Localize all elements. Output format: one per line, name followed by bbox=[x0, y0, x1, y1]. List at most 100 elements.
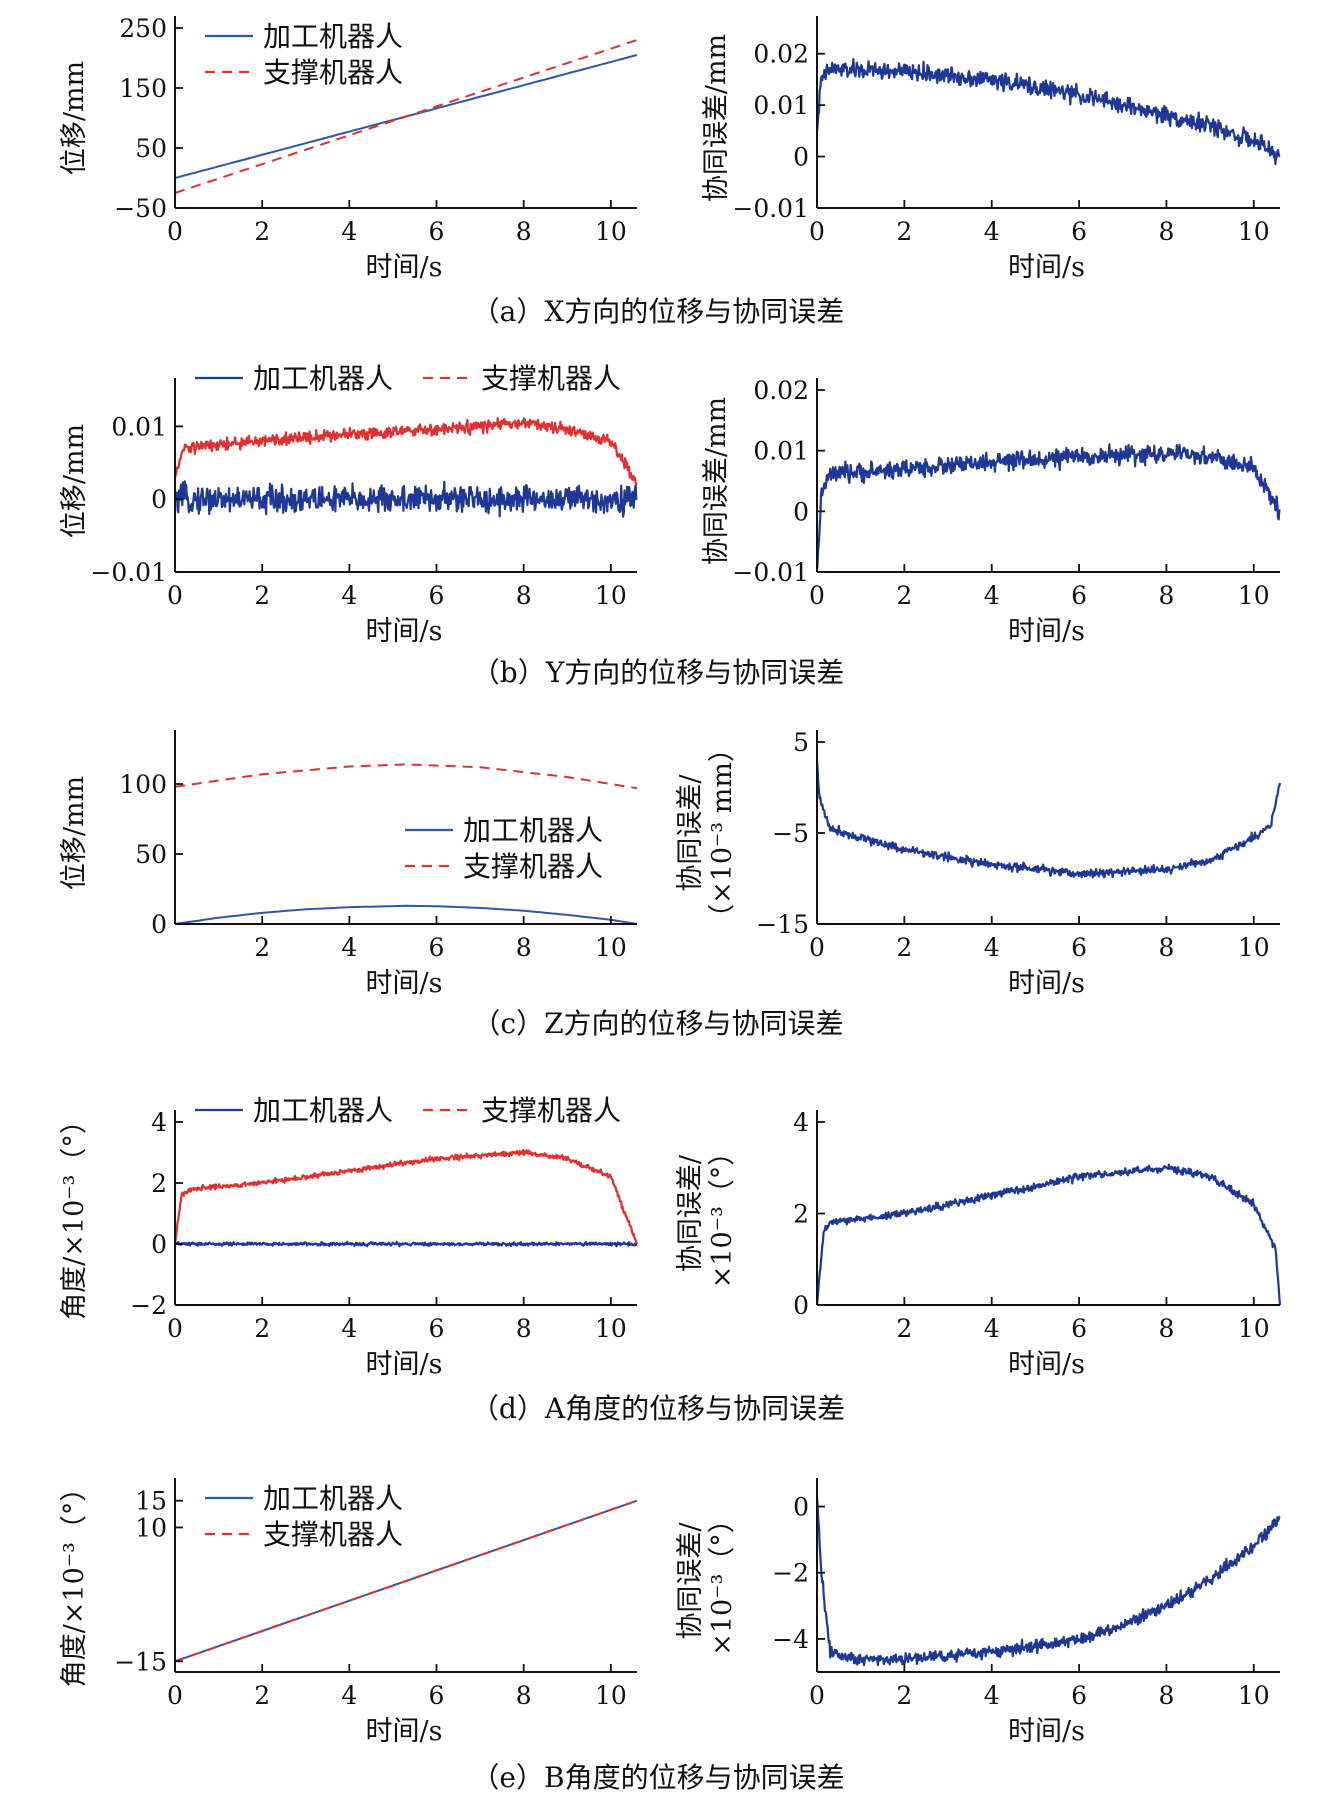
x-axis-label: 时间/s bbox=[1008, 1349, 1085, 1380]
x-tick-label: 6 bbox=[429, 933, 445, 962]
x-tick-label: 10 bbox=[595, 1314, 627, 1343]
x-tick-label: 6 bbox=[429, 1681, 445, 1710]
x-tick-label: 4 bbox=[984, 1314, 1000, 1343]
x-tick-label: 0 bbox=[167, 1681, 183, 1710]
y-axis-label: 位移/mm bbox=[59, 776, 90, 890]
y-tick-label: 5 bbox=[793, 728, 809, 757]
x-tick-label: 10 bbox=[595, 217, 627, 246]
x-tick-label: 4 bbox=[984, 933, 1000, 962]
x-tick-label: 6 bbox=[1071, 217, 1087, 246]
y-tick-label: 0.02 bbox=[753, 376, 809, 405]
legend-label: 加工机器人 bbox=[263, 20, 403, 53]
x-tick-label: 2 bbox=[896, 1681, 912, 1710]
y-tick-label: 0 bbox=[151, 1230, 167, 1259]
x-tick-label: 0 bbox=[167, 217, 183, 246]
x-axis-label: 时间/s bbox=[1008, 252, 1085, 283]
y-tick-label: −2 bbox=[772, 1559, 809, 1588]
x-tick-label: 4 bbox=[341, 1681, 357, 1710]
y-tick-label: 50 bbox=[135, 840, 167, 869]
series-a-left-1 bbox=[175, 39, 638, 194]
legend-label: 支撑机器人 bbox=[263, 1518, 403, 1551]
series-a-right-0 bbox=[817, 57, 1281, 166]
x-tick-label: 4 bbox=[984, 1681, 1000, 1710]
x-tick-label: 8 bbox=[516, 1681, 532, 1710]
y-tick-label: 150 bbox=[119, 74, 167, 103]
x-axis-label: 时间/s bbox=[366, 968, 443, 999]
series-e-right-0 bbox=[817, 1496, 1281, 1667]
y-axis-label: 位移/mm bbox=[59, 61, 90, 175]
x-tick-label: 10 bbox=[1238, 933, 1270, 962]
legend-label: 支撑机器人 bbox=[481, 362, 621, 395]
y-axis-label: 协同误差/ bbox=[675, 1154, 706, 1272]
x-axis-label: 时间/s bbox=[366, 1716, 443, 1747]
y-tick-label: 0.01 bbox=[111, 412, 167, 441]
x-tick-label: 6 bbox=[429, 581, 445, 610]
y-tick-label: −5 bbox=[772, 819, 809, 848]
x-tick-label: 2 bbox=[254, 581, 270, 610]
x-tick-label: 2 bbox=[254, 933, 270, 962]
y-tick-label: 0 bbox=[793, 497, 809, 526]
x-tick-label: 6 bbox=[1071, 1314, 1087, 1343]
x-axis-label: 时间/s bbox=[1008, 1716, 1085, 1747]
y-axis-label: ×10⁻³（°） bbox=[707, 1506, 738, 1656]
x-tick-label: 0 bbox=[809, 581, 825, 610]
x-tick-label: 10 bbox=[595, 581, 627, 610]
y-tick-label: −4 bbox=[772, 1625, 809, 1654]
x-tick-label: 10 bbox=[595, 1681, 627, 1710]
y-axis-label: 协同误差/ bbox=[675, 774, 706, 892]
y-tick-label: −15 bbox=[114, 1647, 167, 1676]
series-c-left-1 bbox=[175, 763, 638, 790]
x-tick-label: 4 bbox=[341, 1314, 357, 1343]
x-tick-label: 10 bbox=[1238, 1314, 1270, 1343]
caption-e: （e）B角度的位移与协同误差 bbox=[471, 1761, 844, 1794]
y-tick-label: 0.01 bbox=[753, 91, 809, 120]
legend-label: 加工机器人 bbox=[463, 814, 603, 847]
x-tick-label: 2 bbox=[254, 1681, 270, 1710]
x-tick-label: 0 bbox=[167, 1314, 183, 1343]
y-axis-label: 协同误差/mm bbox=[701, 397, 732, 565]
legend-label: 加工机器人 bbox=[253, 1094, 393, 1127]
x-tick-label: 4 bbox=[341, 217, 357, 246]
series-c-left-0 bbox=[175, 904, 638, 925]
x-tick-label: 4 bbox=[341, 933, 357, 962]
chart-c-right: 0 2 4 6 8 10 −15 −5 5 时间/s 协同误差/（×10⁻³ mm） bbox=[675, 728, 1282, 999]
y-tick-label: 250 bbox=[119, 14, 167, 43]
chart-d-right: 2 4 6 8 10 0 2 4 时间/s 协同误差/×10⁻³（°） bbox=[675, 1108, 1282, 1380]
x-tick-label: 10 bbox=[1238, 1681, 1270, 1710]
x-tick-label: 6 bbox=[1071, 933, 1087, 962]
y-axis-label: 协同误差/mm bbox=[701, 34, 732, 202]
series-d-left-0 bbox=[175, 1240, 638, 1248]
y-axis-label: 角度/×10⁻³（°） bbox=[59, 1107, 90, 1320]
series-b-left-0 bbox=[175, 480, 638, 518]
x-tick-label: 4 bbox=[341, 581, 357, 610]
x-tick-label: 2 bbox=[896, 581, 912, 610]
x-tick-label: 6 bbox=[429, 217, 445, 246]
x-tick-label: 8 bbox=[1158, 1314, 1174, 1343]
x-tick-label: 0 bbox=[809, 1681, 825, 1710]
y-axis-label: 协同误差/ bbox=[675, 1522, 706, 1640]
legend-label: 加工机器人 bbox=[263, 1482, 403, 1515]
x-tick-label: 0 bbox=[167, 581, 183, 610]
caption-b: （b）Y方向的位移与协同误差 bbox=[472, 656, 844, 689]
series-c-right-0 bbox=[817, 760, 1282, 879]
legend-label: 支撑机器人 bbox=[481, 1094, 621, 1127]
y-tick-label: 0 bbox=[151, 910, 167, 939]
x-tick-label: 8 bbox=[516, 1314, 532, 1343]
x-tick-label: 6 bbox=[1071, 581, 1087, 610]
x-axis-label: 时间/s bbox=[366, 616, 443, 647]
x-axis-label: 时间/s bbox=[366, 252, 443, 283]
x-tick-label: 8 bbox=[516, 581, 532, 610]
y-tick-label: 0 bbox=[151, 485, 167, 514]
x-tick-label: 6 bbox=[1071, 1681, 1087, 1710]
y-tick-label: −0.01 bbox=[732, 194, 809, 223]
caption-c: （c）Z方向的位移与协同误差 bbox=[472, 1007, 843, 1040]
y-tick-label: 2 bbox=[151, 1169, 167, 1198]
legend-label: 支撑机器人 bbox=[263, 56, 403, 89]
x-axis-label: 时间/s bbox=[366, 1349, 443, 1380]
y-tick-label: −15 bbox=[756, 910, 809, 939]
x-tick-label: 8 bbox=[1158, 933, 1174, 962]
series-b-right-0 bbox=[817, 443, 1281, 573]
x-tick-label: 2 bbox=[896, 1314, 912, 1343]
